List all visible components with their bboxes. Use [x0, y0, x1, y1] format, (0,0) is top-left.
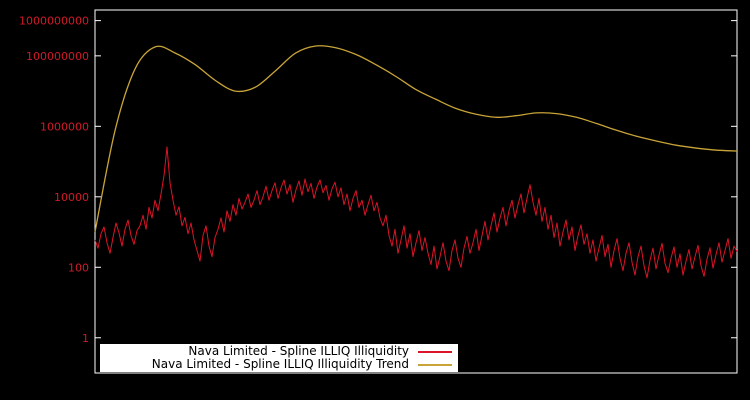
y-tick-label: 10000 [54, 191, 89, 204]
y-tick-label: 1000000 [40, 120, 89, 133]
legend-item-illiquidity: Nava Limited - Spline ILLIQ Illiquidity [100, 345, 458, 358]
legend-label-illiquidity: Nava Limited - Spline ILLIQ Illiquidity [188, 344, 409, 358]
illiquidity-series-line [94, 146, 738, 279]
plot-border [94, 9, 738, 374]
legend: Nava Limited - Spline ILLIQ Illiquidity … [100, 344, 458, 372]
y-tick-label: 100000000 [26, 50, 89, 63]
legend-item-trend: Nava Limited - Spline ILLIQ Illiquidity … [100, 358, 458, 371]
y-tick-label: 1000000000 [19, 15, 89, 28]
legend-line-sample-illiquidity [418, 350, 452, 353]
legend-label-trend: Nava Limited - Spline ILLIQ Illiquidity … [151, 357, 409, 371]
legend-line-sample-trend [418, 363, 452, 366]
y-tick-label: 100 [68, 261, 89, 274]
illiquidity-trend-line [94, 45, 738, 233]
y-tick-label: 1 [82, 332, 89, 345]
